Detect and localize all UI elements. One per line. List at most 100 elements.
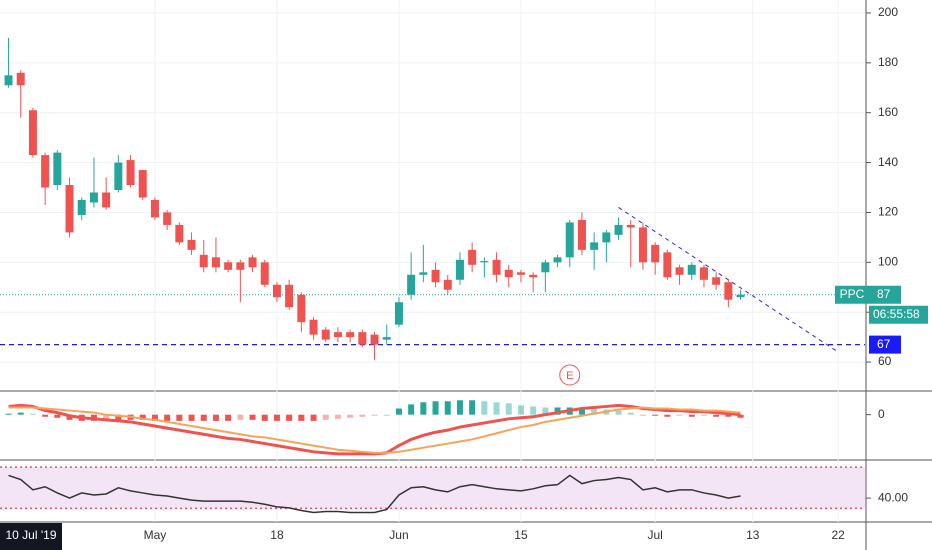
- histogram-bar: [652, 414, 659, 416]
- histogram-bar: [408, 404, 415, 415]
- symbol-label: PPC: [840, 287, 865, 301]
- candle-body: [638, 227, 647, 263]
- candle-body: [370, 334, 379, 345]
- histogram-bar: [688, 414, 695, 417]
- y-tick-label: 120: [878, 205, 898, 219]
- candle-body: [199, 254, 208, 268]
- candle-body: [236, 262, 245, 270]
- histogram-bar: [115, 414, 122, 420]
- candle-body: [321, 329, 330, 340]
- candle-body: [431, 269, 440, 283]
- histogram-bar: [212, 414, 219, 421]
- candle-body: [28, 110, 37, 156]
- candle-body: [529, 274, 538, 278]
- y-tick-label: 180: [878, 55, 898, 69]
- histogram-bar: [42, 414, 49, 417]
- rsi-line: [8, 474, 741, 514]
- candle-body: [53, 152, 62, 186]
- candle-body: [65, 185, 74, 233]
- candle-body: [358, 332, 367, 345]
- y-tick-label: 60: [878, 354, 892, 368]
- countdown-label: 06:55:58: [873, 307, 920, 321]
- cursor-date: 10 Jul '19: [6, 528, 57, 542]
- candle-body: [419, 272, 428, 275]
- histogram-bar: [66, 414, 73, 420]
- histogram-bar: [554, 407, 561, 415]
- histogram-bar: [664, 414, 671, 417]
- histogram-bar: [29, 413, 36, 415]
- histogram-bar: [713, 414, 720, 417]
- histogram-bar: [54, 414, 61, 418]
- histogram-bar: [151, 414, 158, 421]
- candle-body: [565, 222, 574, 258]
- candle-body: [541, 262, 550, 273]
- x-tick-label: 22: [831, 528, 845, 542]
- histogram-bar: [530, 406, 537, 415]
- histogram-bar: [371, 414, 378, 416]
- candle-body: [187, 239, 196, 250]
- histogram-bar: [615, 410, 622, 415]
- candle-body: [89, 192, 98, 203]
- histogram-bar: [639, 414, 646, 416]
- histogram-bar: [456, 400, 463, 415]
- y-tick-label: 100: [878, 254, 898, 268]
- candle-body: [626, 224, 635, 228]
- y-tick-label: 0: [878, 407, 885, 421]
- candle-body: [175, 224, 184, 243]
- histogram-bar: [359, 414, 366, 417]
- x-tick-label: May: [144, 528, 167, 542]
- histogram-bar: [5, 413, 12, 415]
- candle-body: [455, 259, 464, 280]
- candle-body: [492, 259, 501, 275]
- symbol-box: [835, 285, 869, 304]
- candle-body: [285, 284, 294, 308]
- histogram-bar: [725, 414, 732, 417]
- histogram-bar: [200, 414, 207, 421]
- histogram-bar: [237, 414, 244, 420]
- candle-body: [333, 332, 342, 338]
- histogram-bar: [383, 414, 390, 416]
- x-tick-label: 13: [746, 528, 760, 542]
- histogram-bar: [578, 407, 585, 415]
- candle-body: [4, 75, 13, 86]
- candle-body: [699, 267, 708, 280]
- last-price-label: 87: [877, 287, 891, 301]
- candle-body: [602, 232, 611, 243]
- x-tick-label: 18: [270, 528, 284, 542]
- candle-body: [687, 264, 696, 275]
- histogram-bar: [481, 401, 488, 415]
- candle-body: [77, 199, 86, 215]
- histogram-bar: [188, 414, 195, 421]
- candle-body: [224, 262, 233, 270]
- candle-body: [16, 72, 25, 86]
- histogram-bar: [139, 414, 146, 420]
- histogram-bar: [298, 414, 305, 421]
- x-tick-label: Jun: [389, 528, 408, 542]
- candle-body: [272, 284, 281, 298]
- histogram-bar: [322, 414, 329, 420]
- candle-body: [675, 267, 684, 275]
- candle-body: [590, 242, 599, 250]
- histogram-bar: [444, 401, 451, 415]
- candle-body: [712, 277, 721, 285]
- last-price-box: [869, 285, 901, 304]
- candle-body: [114, 162, 123, 191]
- candle-body: [163, 212, 172, 225]
- candle-body: [736, 294, 745, 298]
- histogram-bar: [347, 414, 354, 418]
- candle-body: [480, 261, 489, 263]
- candle-body: [614, 224, 623, 235]
- candle-body: [553, 257, 562, 263]
- candle-body: [663, 252, 672, 278]
- y-tick-label: 200: [878, 5, 898, 19]
- histogram-bar: [164, 414, 171, 421]
- candle-body: [394, 302, 403, 325]
- candle-body: [516, 272, 525, 275]
- band-fill: [0, 467, 865, 509]
- event-marker: [559, 364, 581, 386]
- x-tick-label: Jul: [647, 528, 662, 542]
- histogram-bar: [591, 408, 598, 415]
- histogram-bar: [505, 403, 512, 415]
- candle-body: [41, 155, 50, 188]
- horizontal-line-label: 67: [877, 337, 891, 351]
